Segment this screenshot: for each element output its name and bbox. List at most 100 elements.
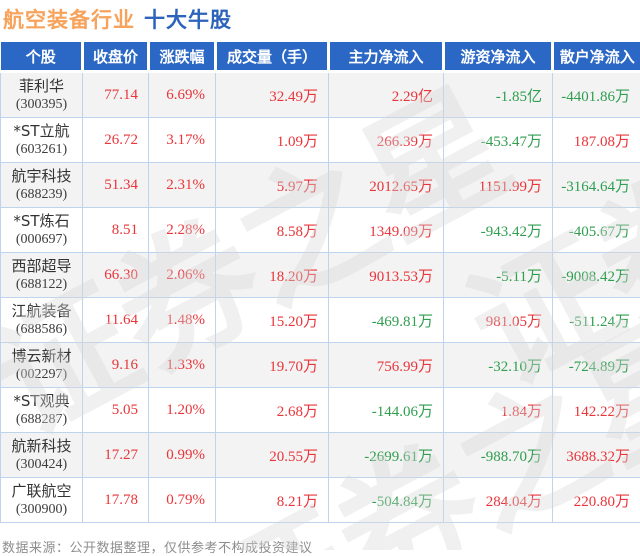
change-percent-cell: 2.28% [149, 208, 216, 253]
volume-cell: 15.20万 [216, 298, 329, 343]
stock-code: (688122) [1, 276, 82, 294]
change-percent-cell: 1.33% [149, 343, 216, 388]
retail-inflow-cell: 220.80万 [553, 478, 640, 523]
close-price-cell: 11.64 [83, 298, 149, 343]
stock-table: 个股 收盘价 涨跌幅 成交量（手） 主力净流入 游资净流入 散户净流入 菲利华(… [0, 42, 640, 523]
title-industry: 航空装备行业 [3, 8, 135, 32]
main-inflow-cell: 1349.09万 [329, 208, 444, 253]
retail-inflow-cell: -9008.42万 [553, 253, 640, 298]
volume-cell: 1.09万 [216, 118, 329, 163]
stock-name: 航宇科技 [1, 167, 82, 186]
hotmoney-inflow-cell: -32.10万 [444, 343, 553, 388]
main-inflow-cell: 756.99万 [329, 343, 444, 388]
stock-name: 菲利华 [1, 77, 82, 96]
main-inflow-cell: -2699.61万 [329, 433, 444, 478]
change-percent-cell: 1.48% [149, 298, 216, 343]
hotmoney-inflow-cell: 1.84万 [444, 388, 553, 433]
volume-cell: 8.58万 [216, 208, 329, 253]
stock-name-cell: 航新科技(300424) [1, 433, 83, 478]
stock-code: (300395) [1, 96, 82, 114]
volume-cell: 2.68万 [216, 388, 329, 433]
close-price-cell: 66.30 [83, 253, 149, 298]
column-header-stock: 个股 [1, 42, 83, 72]
retail-inflow-cell: -4401.86万 [553, 72, 640, 118]
stock-code: (603261) [1, 141, 82, 159]
main-inflow-cell: -504.84万 [329, 478, 444, 523]
stock-code: (300900) [1, 501, 82, 519]
column-header-close: 收盘价 [83, 42, 149, 72]
stock-code: (688239) [1, 186, 82, 204]
volume-cell: 5.97万 [216, 163, 329, 208]
main-inflow-cell: 266.39万 [329, 118, 444, 163]
footer-note: 数据来源：公开数据整理，仅供参考不构成投资建议 [2, 537, 640, 556]
retail-inflow-cell: -724.89万 [553, 343, 640, 388]
column-header-hotmoney-inflow: 游资净流入 [444, 42, 553, 72]
stock-name-cell: 广联航空(300900) [1, 478, 83, 523]
main-inflow-cell: 9013.53万 [329, 253, 444, 298]
main-inflow-cell: 2.29亿 [329, 72, 444, 118]
retail-inflow-cell: -511.24万 [553, 298, 640, 343]
hotmoney-inflow-cell: 1151.99万 [444, 163, 553, 208]
stock-name: 西部超导 [1, 257, 82, 276]
change-percent-cell: 0.79% [149, 478, 216, 523]
table-header: 个股 收盘价 涨跌幅 成交量（手） 主力净流入 游资净流入 散户净流入 [1, 42, 640, 72]
retail-inflow-cell: -3164.64万 [553, 163, 640, 208]
column-header-volume: 成交量（手） [216, 42, 329, 72]
stock-code: (002297) [1, 366, 82, 384]
volume-cell: 18.20万 [216, 253, 329, 298]
change-percent-cell: 0.99% [149, 433, 216, 478]
close-price-cell: 5.05 [83, 388, 149, 433]
retail-inflow-cell: 187.08万 [553, 118, 640, 163]
stock-name: *ST立航 [1, 122, 82, 141]
hotmoney-inflow-cell: -453.47万 [444, 118, 553, 163]
stock-name: *ST炼石 [1, 212, 82, 231]
main-inflow-cell: -469.81万 [329, 298, 444, 343]
hotmoney-inflow-cell: -988.70万 [444, 433, 553, 478]
stock-name-cell: 航宇科技(688239) [1, 163, 83, 208]
stock-name-cell: *ST观典(688287) [1, 388, 83, 433]
stock-code: (688586) [1, 321, 82, 339]
change-percent-cell: 6.69% [149, 72, 216, 118]
retail-inflow-cell: -405.67万 [553, 208, 640, 253]
hotmoney-inflow-cell: -5.11万 [444, 253, 553, 298]
volume-cell: 32.49万 [216, 72, 329, 118]
stock-name-cell: *ST炼石(000697) [1, 208, 83, 253]
page-title: 航空装备行业十大牛股 [0, 0, 640, 33]
close-price-cell: 17.27 [83, 433, 149, 478]
stock-name: 博云新材 [1, 347, 82, 366]
stock-name-cell: 菲利华(300395) [1, 72, 83, 118]
hotmoney-inflow-cell: 981.05万 [444, 298, 553, 343]
stock-name-cell: 江航装备(688586) [1, 298, 83, 343]
stock-name: 江航装备 [1, 302, 82, 321]
hotmoney-inflow-cell: -943.42万 [444, 208, 553, 253]
change-percent-cell: 2.31% [149, 163, 216, 208]
stock-name-cell: 西部超导(688122) [1, 253, 83, 298]
stock-name: 广联航空 [1, 482, 82, 501]
main-inflow-cell: 2012.65万 [329, 163, 444, 208]
stock-name-cell: 博云新材(002297) [1, 343, 83, 388]
stock-code: (300424) [1, 456, 82, 474]
column-header-change: 涨跌幅 [149, 42, 216, 72]
hotmoney-inflow-cell: -1.85亿 [444, 72, 553, 118]
change-percent-cell: 3.17% [149, 118, 216, 163]
volume-cell: 8.21万 [216, 478, 329, 523]
title-topic: 十大牛股 [144, 8, 232, 32]
close-price-cell: 77.14 [83, 72, 149, 118]
main-inflow-cell: -144.06万 [329, 388, 444, 433]
stock-name: 航新科技 [1, 437, 82, 456]
volume-cell: 20.55万 [216, 433, 329, 478]
stock-name-cell: *ST立航(603261) [1, 118, 83, 163]
stock-name: *ST观典 [1, 392, 82, 411]
close-price-cell: 51.34 [83, 163, 149, 208]
volume-cell: 19.70万 [216, 343, 329, 388]
change-percent-cell: 2.06% [149, 253, 216, 298]
